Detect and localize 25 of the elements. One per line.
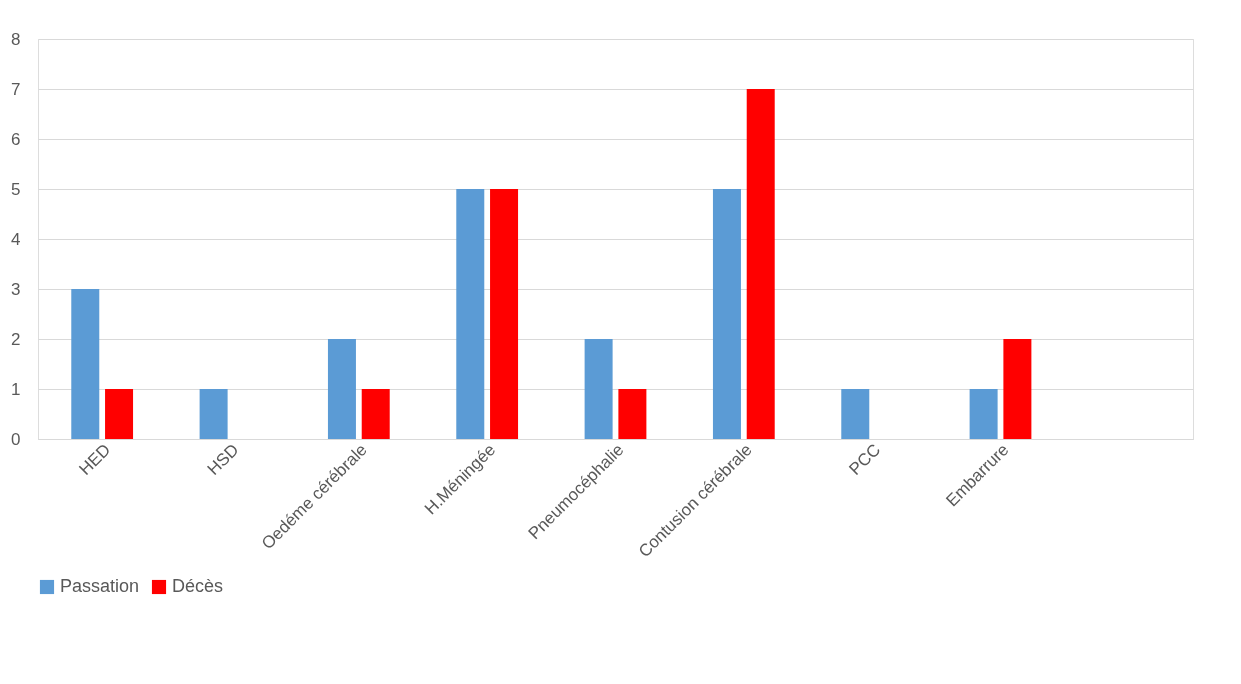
bar bbox=[746, 89, 775, 439]
y-tick-label: 8 bbox=[11, 29, 21, 49]
bar bbox=[105, 389, 134, 439]
bar bbox=[361, 389, 390, 439]
y-tick-label: 3 bbox=[11, 279, 21, 299]
bar bbox=[841, 389, 870, 439]
y-tick-label: 6 bbox=[11, 129, 21, 149]
legend-label: Passation bbox=[60, 576, 140, 596]
bar bbox=[618, 389, 647, 439]
bar bbox=[456, 189, 485, 439]
bar bbox=[199, 389, 228, 439]
bar bbox=[969, 389, 998, 439]
y-tick-label: 2 bbox=[11, 329, 21, 349]
bar bbox=[712, 189, 741, 439]
bar bbox=[490, 189, 519, 439]
y-tick-label: 0 bbox=[11, 429, 21, 449]
bar bbox=[1003, 339, 1032, 439]
y-tick-label: 7 bbox=[11, 79, 21, 99]
legend-label: Décès bbox=[172, 576, 224, 596]
bar bbox=[71, 289, 100, 439]
bar bbox=[327, 339, 356, 439]
y-tick-label: 4 bbox=[11, 229, 21, 249]
y-tick-label: 1 bbox=[11, 379, 21, 399]
bar bbox=[584, 339, 613, 439]
y-tick-label: 5 bbox=[11, 179, 21, 199]
